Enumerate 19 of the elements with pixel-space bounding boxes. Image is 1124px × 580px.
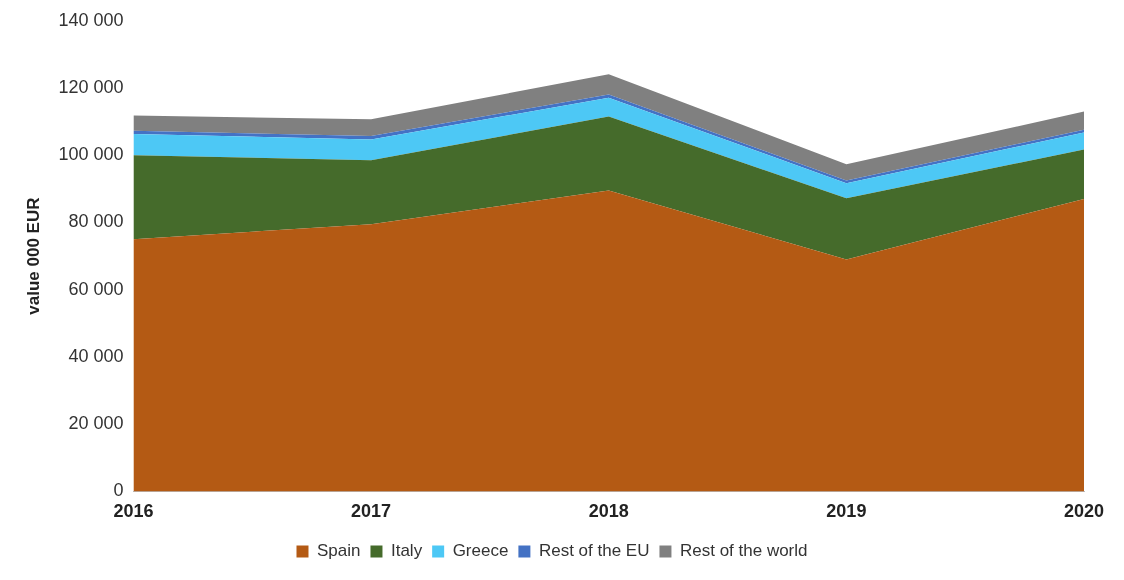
y-tick-label: 80 000 — [68, 211, 124, 232]
y-tick-label: 120 000 — [58, 77, 124, 97]
y-tick-label: 20 000 — [68, 413, 124, 434]
x-tick-label: 2018 — [588, 501, 629, 522]
legend-label: Spain — [316, 541, 361, 561]
y-tick-label: 100 000 — [58, 144, 124, 165]
legend-label: Italy — [390, 541, 423, 561]
y-tick-label: 140 000 — [58, 9, 124, 30]
y-tick-label: 60 000 — [68, 278, 124, 299]
legend-label: Rest of the world — [679, 541, 808, 561]
x-tick-label: 2016 — [113, 501, 154, 522]
x-tick-label: 2020 — [1063, 501, 1105, 522]
y-tick-label: 0 — [113, 480, 124, 501]
x-tick-label: 2017 — [351, 501, 392, 522]
legend-label: Greece — [452, 541, 509, 561]
y-axis-title: value 000 EUR — [23, 197, 43, 315]
x-tick-label: 2019 — [826, 501, 867, 522]
legend-label: Rest of the EU — [538, 541, 650, 561]
y-tick-label: 40 000 — [68, 345, 124, 366]
